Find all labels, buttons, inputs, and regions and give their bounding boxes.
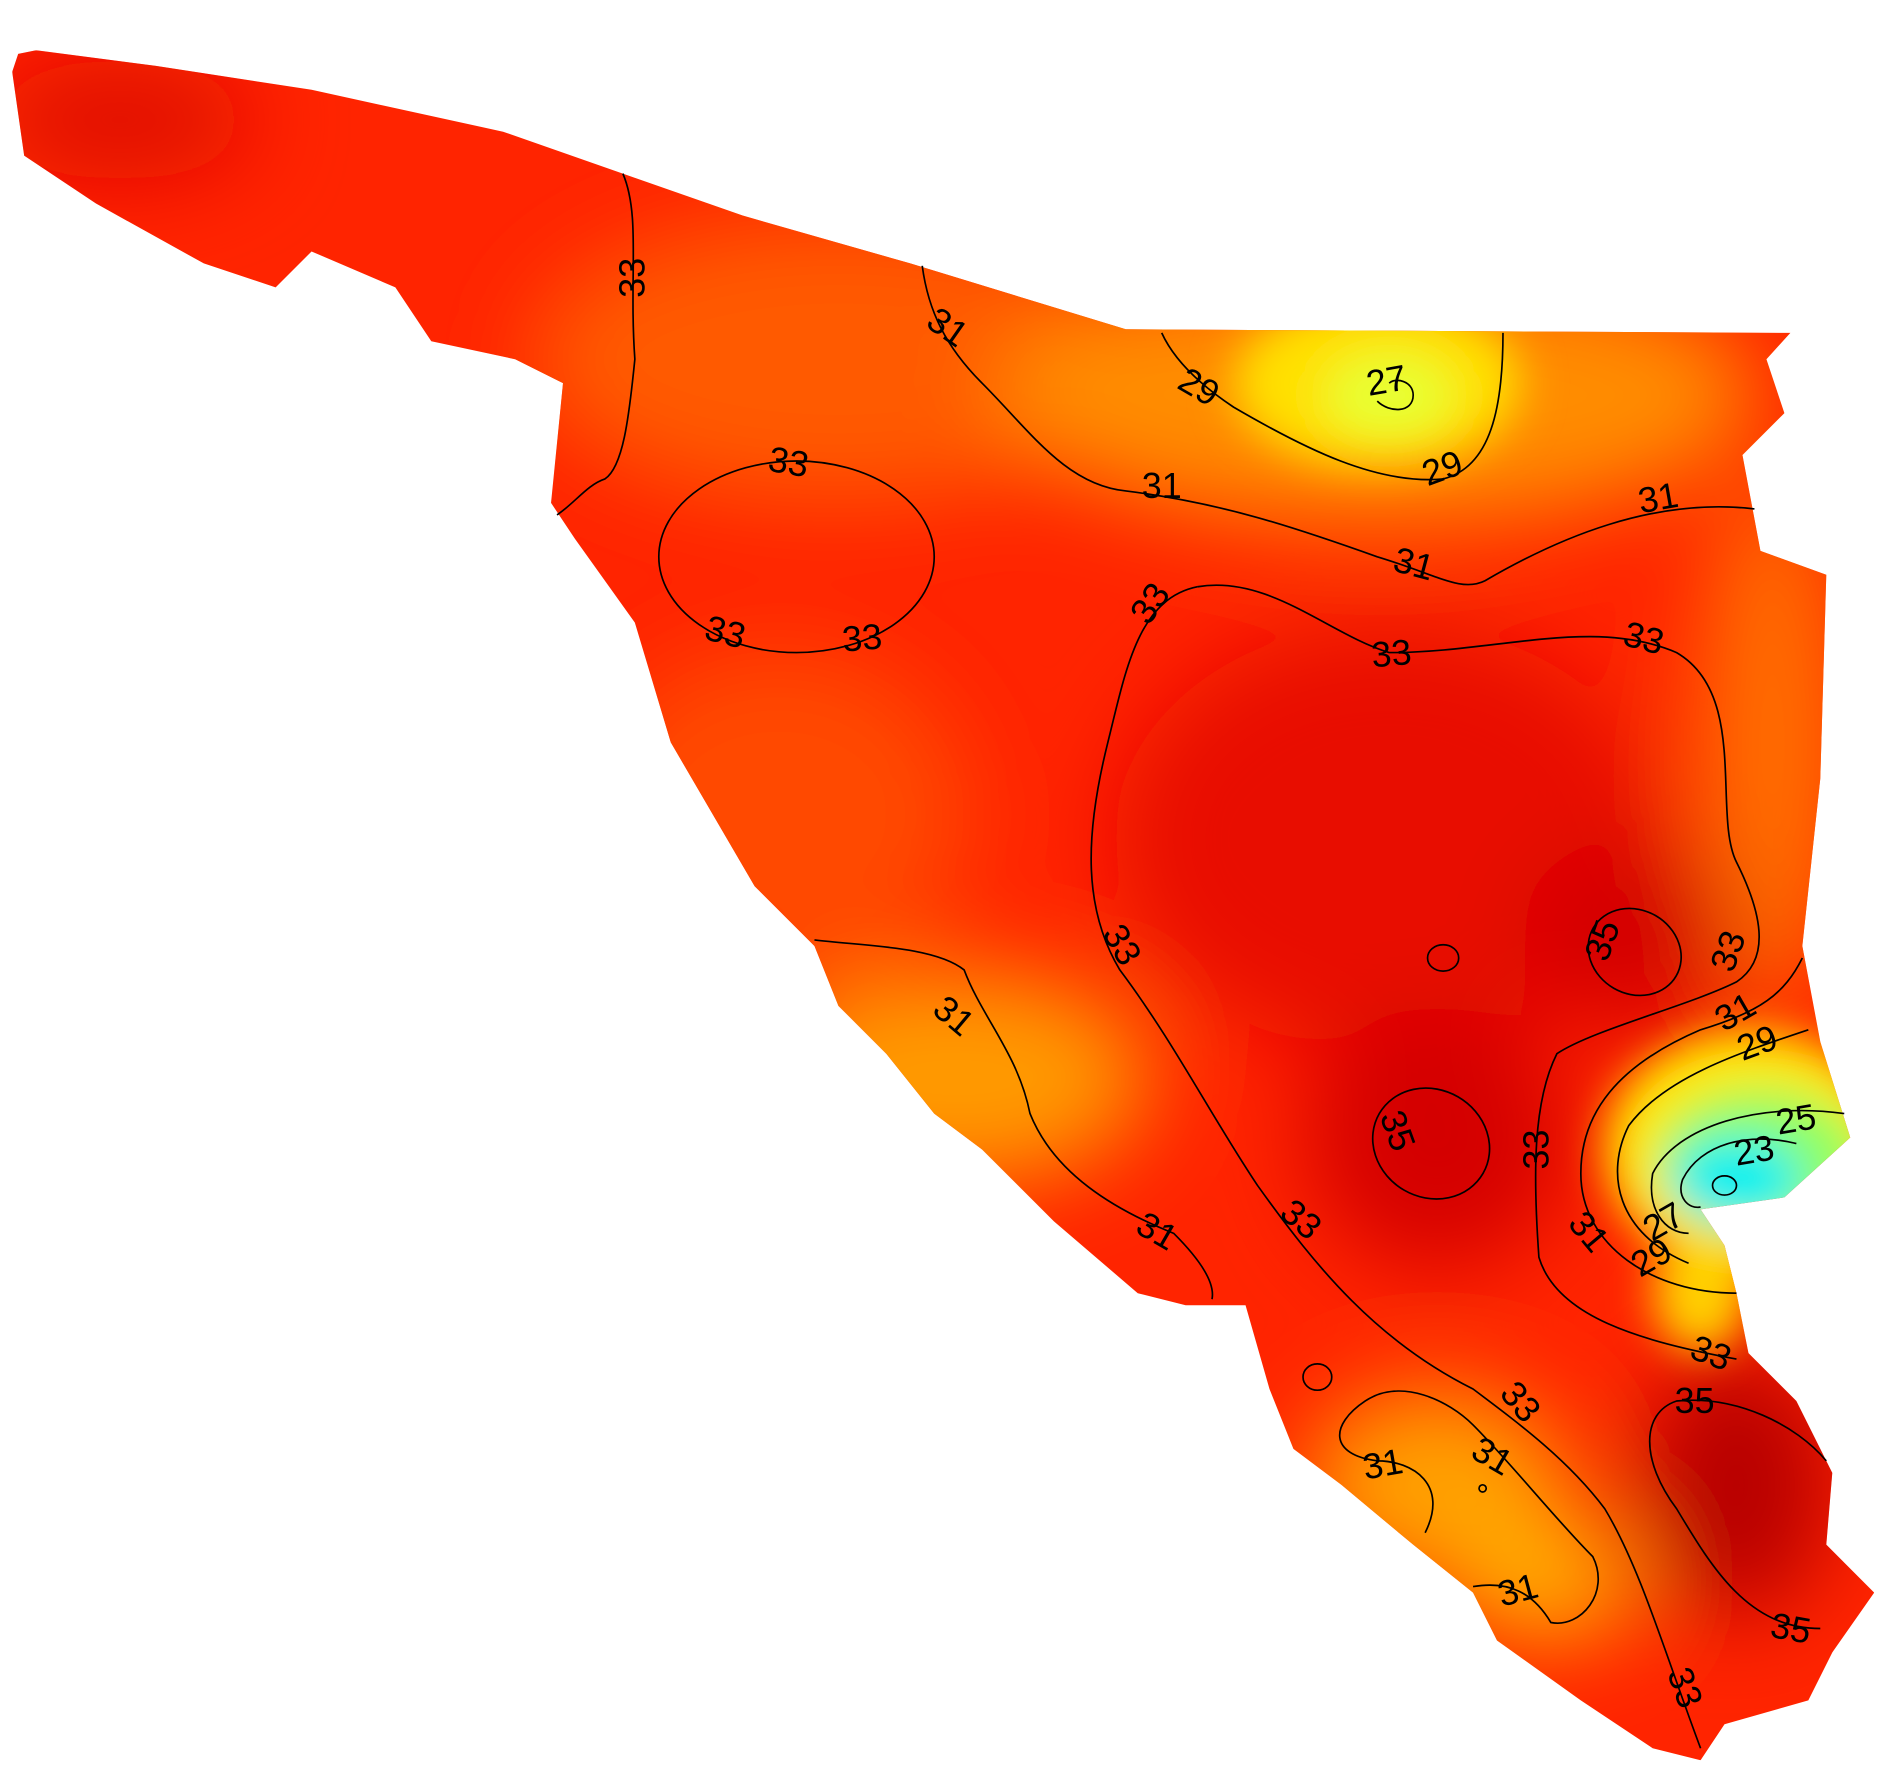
contour-label: 33 [611,258,652,298]
isoline [1302,1363,1333,1392]
isoline [1616,1028,1809,1265]
isoline [1090,585,1702,1749]
contour-label: 25 [1773,1095,1819,1142]
isoline [1160,332,1504,481]
isoline [556,173,636,516]
contour-label: 31 [1359,1440,1405,1487]
isoline [921,265,1755,586]
contour-label: 31 [1142,465,1182,506]
contour-label: 35 [1675,1380,1715,1421]
isoline [1371,1087,1491,1200]
isoline [1711,1175,1738,1196]
isoline [814,939,1214,1300]
contour-label: 31 [1635,474,1681,521]
isoline [657,460,936,654]
isoline [1650,1109,1845,1235]
contour-label: 35 [1768,1604,1814,1651]
contour-label: 23 [1731,1126,1777,1173]
isoline [1648,1399,1827,1630]
contour-label: 33 [765,438,811,485]
contour-label: 33 [1515,1130,1556,1170]
contour-label: 33 [1370,631,1413,675]
isoline [1376,379,1415,411]
isoline [1426,943,1460,972]
isoline [1680,1138,1797,1209]
contour-label: 27 [1363,357,1409,404]
isoline [1338,1390,1599,1624]
contour-label: 33 [840,615,883,659]
isoline [1579,957,1804,1295]
isoline [1587,907,1683,997]
isoline [1197,584,1760,1360]
isolines [556,173,1845,1749]
isoline [1478,1483,1488,1493]
